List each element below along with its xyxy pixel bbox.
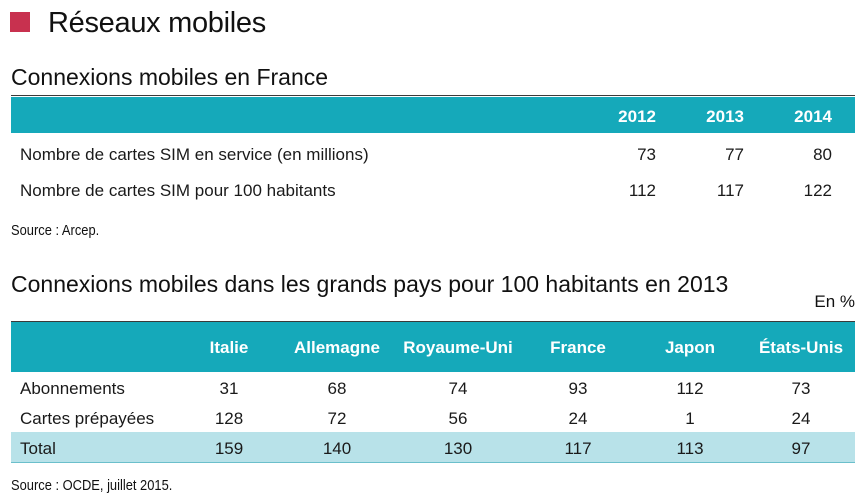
table2-cell: 68 — [327, 379, 347, 398]
page-title: Réseaux mobiles — [48, 7, 266, 39]
table2-cell: 24 — [791, 409, 811, 428]
table2-total-label: Total — [20, 439, 56, 458]
table2-total-cell: 140 — [322, 439, 352, 458]
table2-total-cell: 113 — [676, 439, 704, 458]
section-marker — [10, 12, 30, 32]
table1-cell: 80 — [813, 145, 832, 164]
table2-header-royaume-uni: Royaume-Uni — [403, 338, 513, 357]
table1-header-2013: 2013 — [706, 107, 744, 126]
table2-total-cell: 117 — [564, 439, 592, 458]
table1-cell: 117 — [716, 181, 744, 200]
table2-header-allemagne: Allemagne — [294, 338, 380, 357]
table2-cell: 128 — [214, 409, 244, 428]
table2-cell: 24 — [568, 409, 588, 428]
table1-cell: 122 — [803, 181, 832, 200]
table2-total-row — [11, 432, 855, 462]
table2-total-cell: 97 — [791, 439, 811, 458]
table1-header-band — [11, 97, 855, 133]
table1-header-2014: 2014 — [794, 107, 832, 126]
table1-row-label: Nombre de cartes SIM en service (en mill… — [20, 145, 369, 164]
table1-cell: 112 — [628, 181, 656, 200]
table2-header-band — [11, 322, 855, 372]
table1-cell: 77 — [725, 145, 744, 164]
table2-bottom-rule — [11, 462, 855, 463]
table2-title: Connexions mobiles dans les grands pays … — [11, 271, 729, 297]
table2-cell: 93 — [568, 379, 588, 398]
table1-cell: 73 — [637, 145, 656, 164]
table2-total-cell: 159 — [214, 439, 244, 458]
table1-top-rule — [11, 95, 855, 96]
table2-cell: 31 — [219, 379, 239, 398]
table2-unit-note: En % — [814, 292, 855, 311]
table2-header-france: France — [550, 338, 606, 357]
table2-row-label: Abonnements — [20, 379, 125, 398]
table2-source: Source : OCDE, juillet 2015. — [11, 477, 173, 494]
table2-cell: 1 — [685, 409, 695, 428]
table2-header-italie: Italie — [209, 338, 249, 357]
table2-cell: 72 — [327, 409, 347, 428]
table2-total-cell: 130 — [443, 439, 473, 458]
table1-source: Source : Arcep. — [11, 222, 100, 239]
table2-cell: 74 — [448, 379, 468, 398]
table1-row-label: Nombre de cartes SIM pour 100 habitants — [20, 181, 336, 200]
table2-cell: 112 — [676, 379, 704, 398]
table2-header-japon: Japon — [664, 338, 716, 357]
table2-cell: 73 — [791, 379, 811, 398]
table2-header-etats-unis: États-Unis — [758, 338, 844, 357]
table1-header-2012: 2012 — [618, 107, 656, 126]
table2-row-label: Cartes prépayées — [20, 409, 155, 428]
table2-top-rule — [11, 321, 855, 322]
table1-title: Connexions mobiles en France — [11, 64, 329, 90]
table2-cell: 56 — [448, 409, 468, 428]
